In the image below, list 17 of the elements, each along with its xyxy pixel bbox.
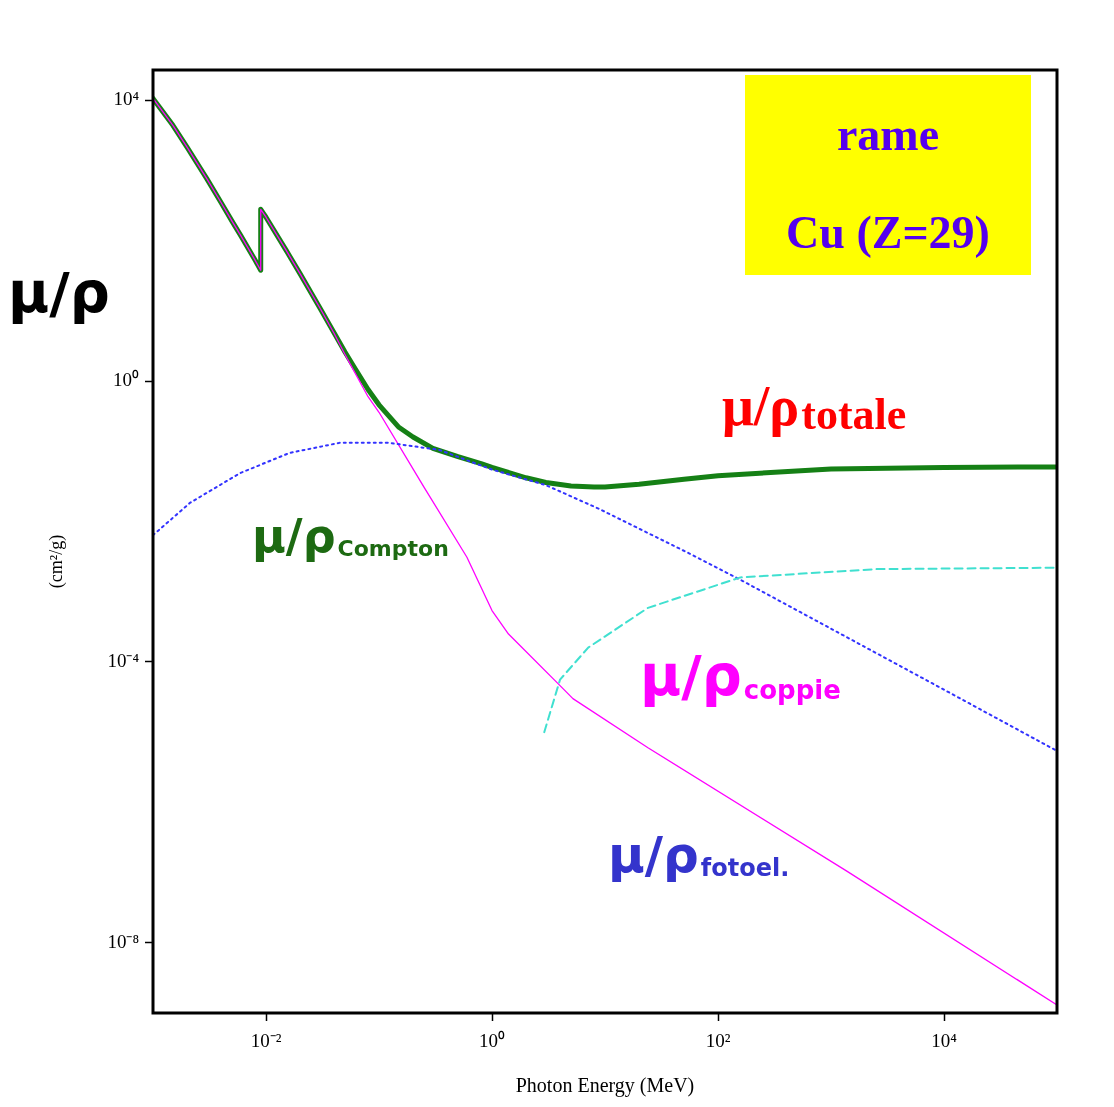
y-axis-title: (cm²/g) [46, 534, 67, 589]
x-tick-label: 10⁻² [250, 1030, 282, 1052]
annotation: μ/ρcoppie [640, 643, 841, 708]
x-tick-label: 10² [705, 1030, 731, 1052]
y-tick-label: 10⁻⁸ [107, 930, 139, 952]
text: μ/ρ [8, 260, 110, 325]
x-tick-label: 10⁴ [931, 1030, 958, 1052]
annotation: μ/ρfotoel. [608, 826, 790, 884]
annotation: Cu (Z=29) [786, 207, 990, 258]
x-tick-label: 10⁰ [479, 1030, 505, 1052]
y-tick-label: 10⁴ [113, 88, 140, 110]
annotation: rame [836, 109, 940, 160]
annotation: μ/ρtotale [722, 375, 907, 439]
annotation: μ/ρCompton [252, 509, 449, 563]
x-axis-title: Photon Energy (MeV) [515, 1074, 695, 1097]
y-tick-label: 10⁻⁴ [107, 649, 140, 671]
y-tick-label: 10⁰ [113, 369, 139, 391]
